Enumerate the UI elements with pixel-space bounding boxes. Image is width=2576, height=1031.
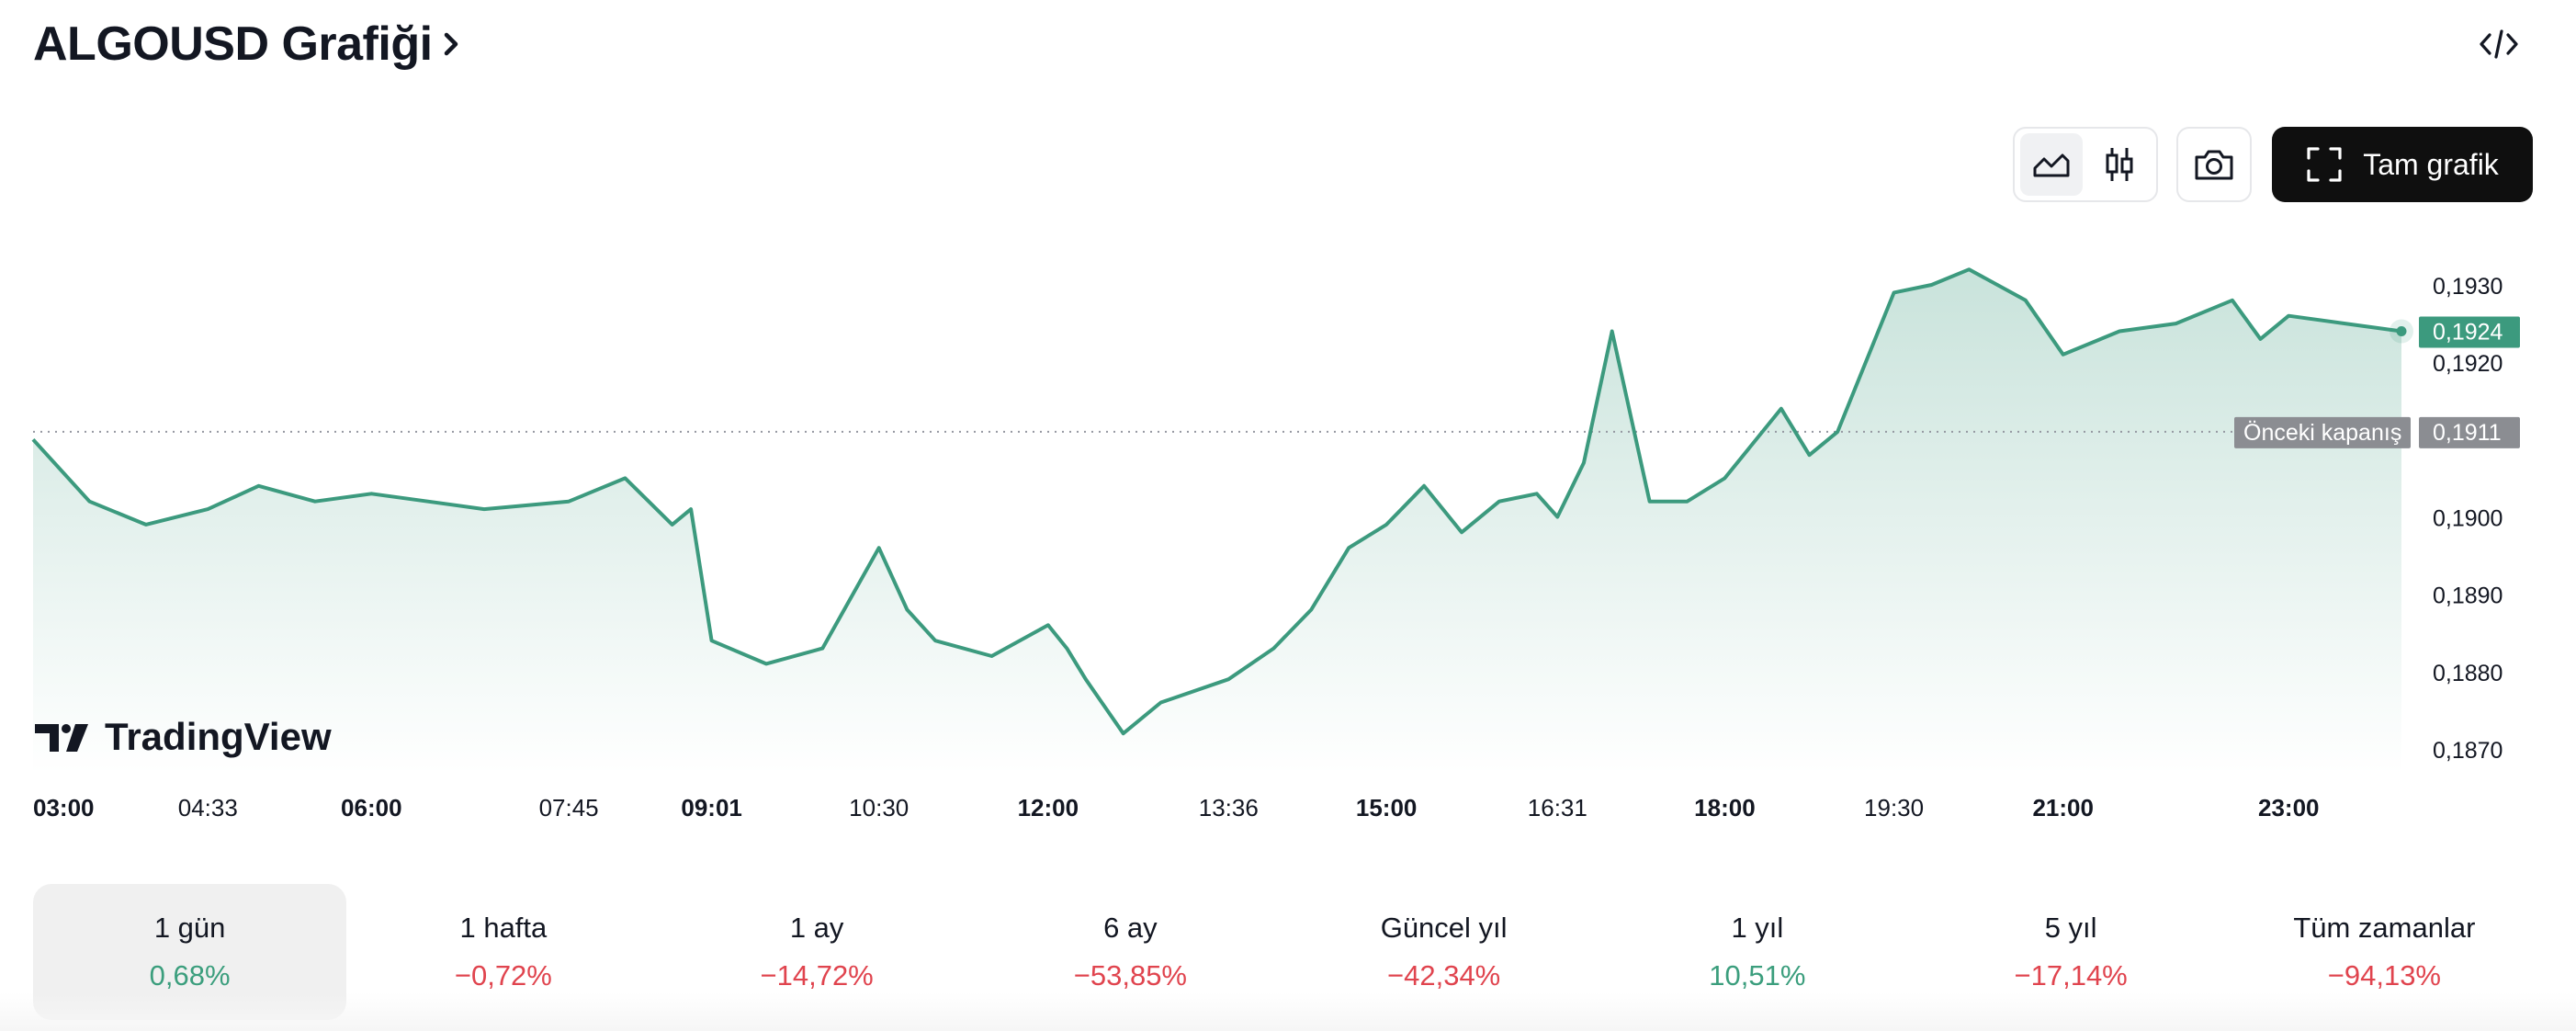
range-option[interactable]: 1 yıl 10,51%	[1600, 884, 1914, 1020]
tradingview-logo-mark	[35, 724, 59, 752]
tradingview-logo-slash	[66, 724, 88, 752]
previous-close-value: 0,1911	[2433, 420, 2502, 446]
range-label: 1 hafta	[459, 912, 548, 944]
snapshot-button[interactable]	[2176, 127, 2252, 202]
range-change-value: 10,51%	[1709, 959, 1806, 991]
price-chart[interactable]: 0,1930 0,1920 0,1900 0,1890 0,1880 0,1870 Önce…	[0, 0, 2576, 864]
range-option[interactable]: 1 ay −14,72%	[661, 884, 974, 1020]
x-tick-label: 23:00	[2258, 794, 2320, 821]
x-tick-label: 03:00	[33, 794, 95, 821]
y-tick-label: 0,1890	[2433, 583, 2503, 609]
price-area-fill	[33, 269, 2401, 774]
price-line[interactable]	[31, 267, 2402, 736]
x-tick-label: 12:00	[1018, 794, 1079, 821]
x-tick-label: 21:00	[2032, 794, 2094, 821]
range-label: Tüm zamanlar	[2293, 912, 2476, 944]
y-tick-label: 0,1930	[2433, 274, 2503, 300]
x-tick-label: 09:01	[681, 794, 742, 821]
x-tick-label: 15:00	[1356, 794, 1418, 821]
range-option[interactable]: 5 yıl −17,14%	[1915, 884, 2228, 1020]
range-change-value: 0,68%	[149, 959, 231, 991]
chevron-right-icon	[444, 32, 458, 56]
fullscreen-icon	[2307, 147, 2342, 182]
range-change-value: −0,72%	[454, 959, 552, 991]
range-option[interactable]: Tüm zamanlar −94,13%	[2228, 884, 2541, 1020]
full-chart-label: Tam grafik	[2363, 147, 2499, 181]
range-change-value: −53,85%	[1073, 959, 1187, 991]
page-title: ALGOUSD Grafiği	[33, 17, 433, 71]
tradingview-logo-dot	[62, 724, 71, 733]
range-label: Güncel yıl	[1380, 912, 1508, 944]
x-tick-label: 10:30	[849, 794, 909, 821]
range-change-value: −17,14%	[2014, 959, 2128, 991]
range-option[interactable]: Güncel yıl −42,34%	[1287, 884, 1600, 1020]
area-chart-button[interactable]	[2020, 133, 2083, 196]
x-tick-label: 13:36	[1199, 794, 1259, 821]
x-tick-label: 04:33	[178, 794, 238, 821]
x-tick-label: 07:45	[539, 794, 599, 821]
tradingview-logo: TradingView	[35, 715, 332, 758]
range-label: 1 ay	[789, 912, 844, 944]
range-option[interactable]: 1 hafta −0,72%	[346, 884, 660, 1020]
last-price-dot	[2396, 326, 2407, 336]
full-chart-button[interactable]: Tam grafik	[2272, 127, 2533, 202]
last-price-badge	[2419, 316, 2520, 348]
x-tick-label: 19:30	[1864, 794, 1924, 821]
range-selector: 1 gün 0,68% 1 hafta −0,72% 1 ay −14,72% 6 ay −5…	[33, 884, 2541, 1020]
last-price-value: 0,1924	[2433, 320, 2503, 346]
y-tick-label: 0,1880	[2433, 661, 2503, 686]
range-option[interactable]: 6 ay −53,85%	[974, 884, 1287, 1020]
candlestick-chart-button[interactable]	[2088, 133, 2151, 196]
range-label: 1 yıl	[1731, 912, 1784, 944]
embed-code-button[interactable]	[2473, 22, 2525, 66]
y-tick-label: 0,1920	[2433, 351, 2503, 377]
area-chart-icon	[2033, 153, 2070, 177]
embed-code-icon	[2480, 29, 2518, 59]
previous-close-label-badge	[2234, 416, 2411, 448]
tradingview-logo-text: TradingView	[105, 715, 332, 758]
previous-close-value-badge	[2419, 416, 2520, 448]
chart-style-toggle	[2013, 127, 2158, 202]
x-tick-label: 06:00	[341, 794, 402, 821]
y-tick-label: 0,1900	[2433, 506, 2503, 532]
y-tick-label: 0,1870	[2433, 738, 2503, 764]
candlestick-icon	[2106, 148, 2133, 181]
range-change-value: −94,13%	[2327, 959, 2441, 991]
range-change-value: −14,72%	[760, 959, 874, 991]
previous-close-label: Önceki kapanış	[2243, 420, 2401, 446]
x-tick-label: 16:31	[1528, 794, 1587, 821]
range-option[interactable]: 1 gün 0,68%	[33, 884, 347, 1020]
camera-icon	[2195, 150, 2233, 180]
range-label: 6 ay	[1103, 912, 1158, 944]
range-label: 1 gün	[153, 912, 226, 944]
range-label: 5 yıl	[2044, 912, 2097, 944]
x-tick-label: 18:00	[1694, 794, 1756, 821]
chart-title-link[interactable]: ALGOUSD Grafiği	[33, 17, 464, 72]
range-change-value: −42,34%	[1387, 959, 1501, 991]
